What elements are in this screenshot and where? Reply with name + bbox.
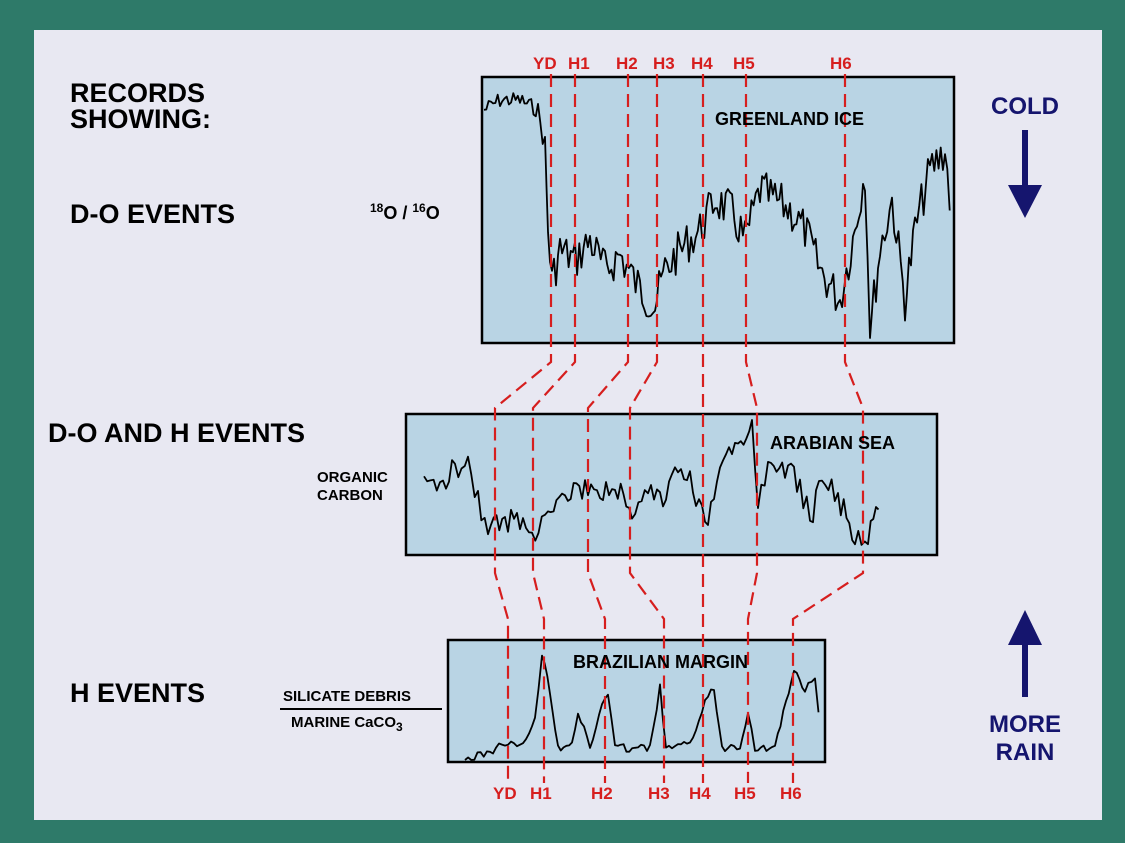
event-label-top-h4: H4 bbox=[691, 54, 713, 73]
event-line-h5 bbox=[744, 74, 759, 783]
marine-caco3-label: MARINE CaCO3 bbox=[291, 715, 403, 733]
isotope-16-superscript: 16 bbox=[412, 201, 426, 215]
isotope-ratio-label: 18O / 16O bbox=[370, 202, 440, 222]
event-line-yd bbox=[493, 74, 553, 783]
event-line-h6 bbox=[791, 74, 865, 783]
brazilian-margin-title: BRAZILIAN MARGIN bbox=[573, 652, 748, 672]
event-label-top-yd: YD bbox=[533, 54, 557, 73]
arabian-sea-trace bbox=[423, 419, 880, 546]
event-label-bottom-h5: H5 bbox=[734, 784, 756, 803]
do-and-h-events-label: D-O AND H EVENTS bbox=[48, 418, 306, 448]
cold-down-arrow-icon bbox=[1008, 130, 1042, 218]
rain-label: RAIN bbox=[995, 739, 1055, 766]
arabian-sea-title: ARABIAN SEA bbox=[770, 433, 896, 453]
greenland-ice-trace bbox=[483, 92, 951, 339]
isotope-o-text-2: O bbox=[425, 203, 440, 223]
event-correlation-lines bbox=[493, 74, 865, 783]
carbon-label: CARBON bbox=[317, 487, 383, 504]
event-line-h3 bbox=[628, 74, 666, 783]
caco3-subscript: 3 bbox=[396, 720, 403, 734]
event-label-top-h2: H2 bbox=[616, 54, 638, 73]
event-label-bottom-h2: H2 bbox=[591, 784, 613, 803]
event-label-bottom-h1: H1 bbox=[530, 784, 552, 803]
records-heading-line1: RECORDS bbox=[70, 78, 206, 108]
event-label-bottom-h3: H3 bbox=[648, 784, 670, 803]
cold-label: COLD bbox=[991, 93, 1059, 120]
silicate-debris-label: SILICATE DEBRIS bbox=[283, 688, 412, 705]
organic-label: ORGANIC bbox=[317, 469, 388, 486]
records-heading-line2: SHOWING: bbox=[70, 104, 211, 134]
more-label: MORE bbox=[989, 711, 1061, 738]
event-line-h2 bbox=[586, 74, 630, 783]
isotope-18-superscript: 18 bbox=[370, 201, 384, 215]
brazilian-margin-trace bbox=[464, 654, 820, 761]
more-rain-up-arrow-icon bbox=[1008, 610, 1042, 697]
isotope-o-text: O / bbox=[383, 203, 413, 223]
event-label-top-h5: H5 bbox=[733, 54, 755, 73]
greenland-ice-title: GREENLAND ICE bbox=[715, 109, 865, 129]
event-line-h1 bbox=[531, 74, 577, 783]
do-events-label: D-O EVENTS bbox=[70, 199, 236, 229]
marine-caco-text: MARINE CaCO bbox=[291, 714, 397, 731]
event-label-bottom-h6: H6 bbox=[780, 784, 802, 803]
event-label-bottom-h4: H4 bbox=[689, 784, 711, 803]
h-events-label: H EVENTS bbox=[70, 678, 206, 708]
event-label-top-h6: H6 bbox=[830, 54, 852, 73]
event-label-top-h3: H3 bbox=[653, 54, 675, 73]
event-label-bottom-yd: YD bbox=[493, 784, 517, 803]
event-label-top-h1: H1 bbox=[568, 54, 590, 73]
